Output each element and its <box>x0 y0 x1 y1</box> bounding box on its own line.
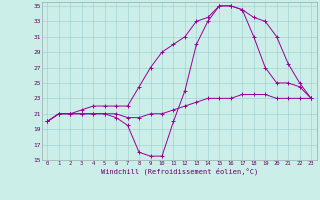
X-axis label: Windchill (Refroidissement éolien,°C): Windchill (Refroidissement éolien,°C) <box>100 167 258 175</box>
